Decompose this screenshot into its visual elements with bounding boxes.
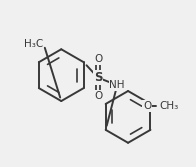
Text: O: O	[94, 54, 102, 64]
Text: CH₃: CH₃	[160, 101, 179, 111]
Text: NH: NH	[109, 80, 125, 90]
Text: H₃C: H₃C	[24, 39, 44, 49]
Text: O: O	[94, 91, 102, 101]
Text: S: S	[94, 71, 102, 84]
Text: O: O	[143, 101, 151, 111]
